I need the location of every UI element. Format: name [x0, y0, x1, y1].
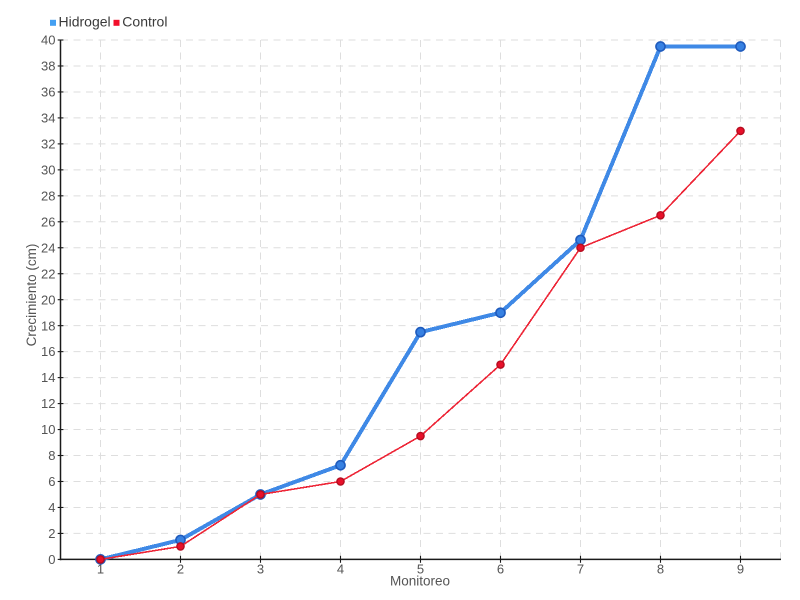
svg-text:32: 32 — [41, 136, 55, 151]
svg-text:10: 10 — [41, 422, 55, 437]
svg-text:24: 24 — [41, 240, 55, 255]
svg-text:14: 14 — [41, 370, 55, 385]
svg-text:2: 2 — [48, 526, 55, 541]
svg-text:12: 12 — [41, 396, 55, 411]
svg-text:6: 6 — [497, 562, 504, 577]
svg-text:4: 4 — [48, 500, 55, 515]
svg-text:Hidrogel: Hidrogel — [59, 14, 111, 30]
svg-text:18: 18 — [41, 318, 55, 333]
svg-text:30: 30 — [41, 162, 55, 177]
svg-text:8: 8 — [657, 562, 664, 577]
svg-text:1: 1 — [97, 562, 104, 577]
svg-text:5: 5 — [417, 562, 424, 577]
svg-text:4: 4 — [337, 562, 344, 577]
svg-text:2: 2 — [177, 562, 184, 577]
svg-text:7: 7 — [577, 562, 584, 577]
svg-text:Monitoreo: Monitoreo — [390, 574, 450, 589]
svg-text:6: 6 — [48, 474, 55, 489]
svg-text:22: 22 — [41, 266, 55, 281]
svg-text:40: 40 — [41, 33, 55, 48]
svg-text:34: 34 — [41, 111, 55, 126]
svg-text:26: 26 — [41, 214, 55, 229]
svg-text:3: 3 — [257, 562, 264, 577]
svg-text:36: 36 — [41, 85, 55, 100]
svg-text:20: 20 — [41, 292, 55, 307]
svg-text:Control: Control — [122, 14, 167, 30]
svg-text:16: 16 — [41, 344, 55, 359]
svg-text:8: 8 — [48, 448, 55, 463]
svg-text:38: 38 — [41, 59, 55, 74]
svg-text:28: 28 — [41, 188, 55, 203]
svg-text:0: 0 — [48, 552, 55, 567]
svg-text:9: 9 — [737, 562, 744, 577]
svg-text:Crecimiento (cm): Crecimiento (cm) — [24, 244, 39, 347]
